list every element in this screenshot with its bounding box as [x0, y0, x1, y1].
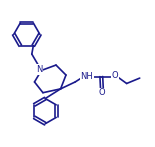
Text: N: N [36, 65, 43, 74]
Text: O: O [111, 71, 118, 80]
Text: O: O [99, 88, 105, 97]
Text: NH: NH [80, 72, 93, 81]
